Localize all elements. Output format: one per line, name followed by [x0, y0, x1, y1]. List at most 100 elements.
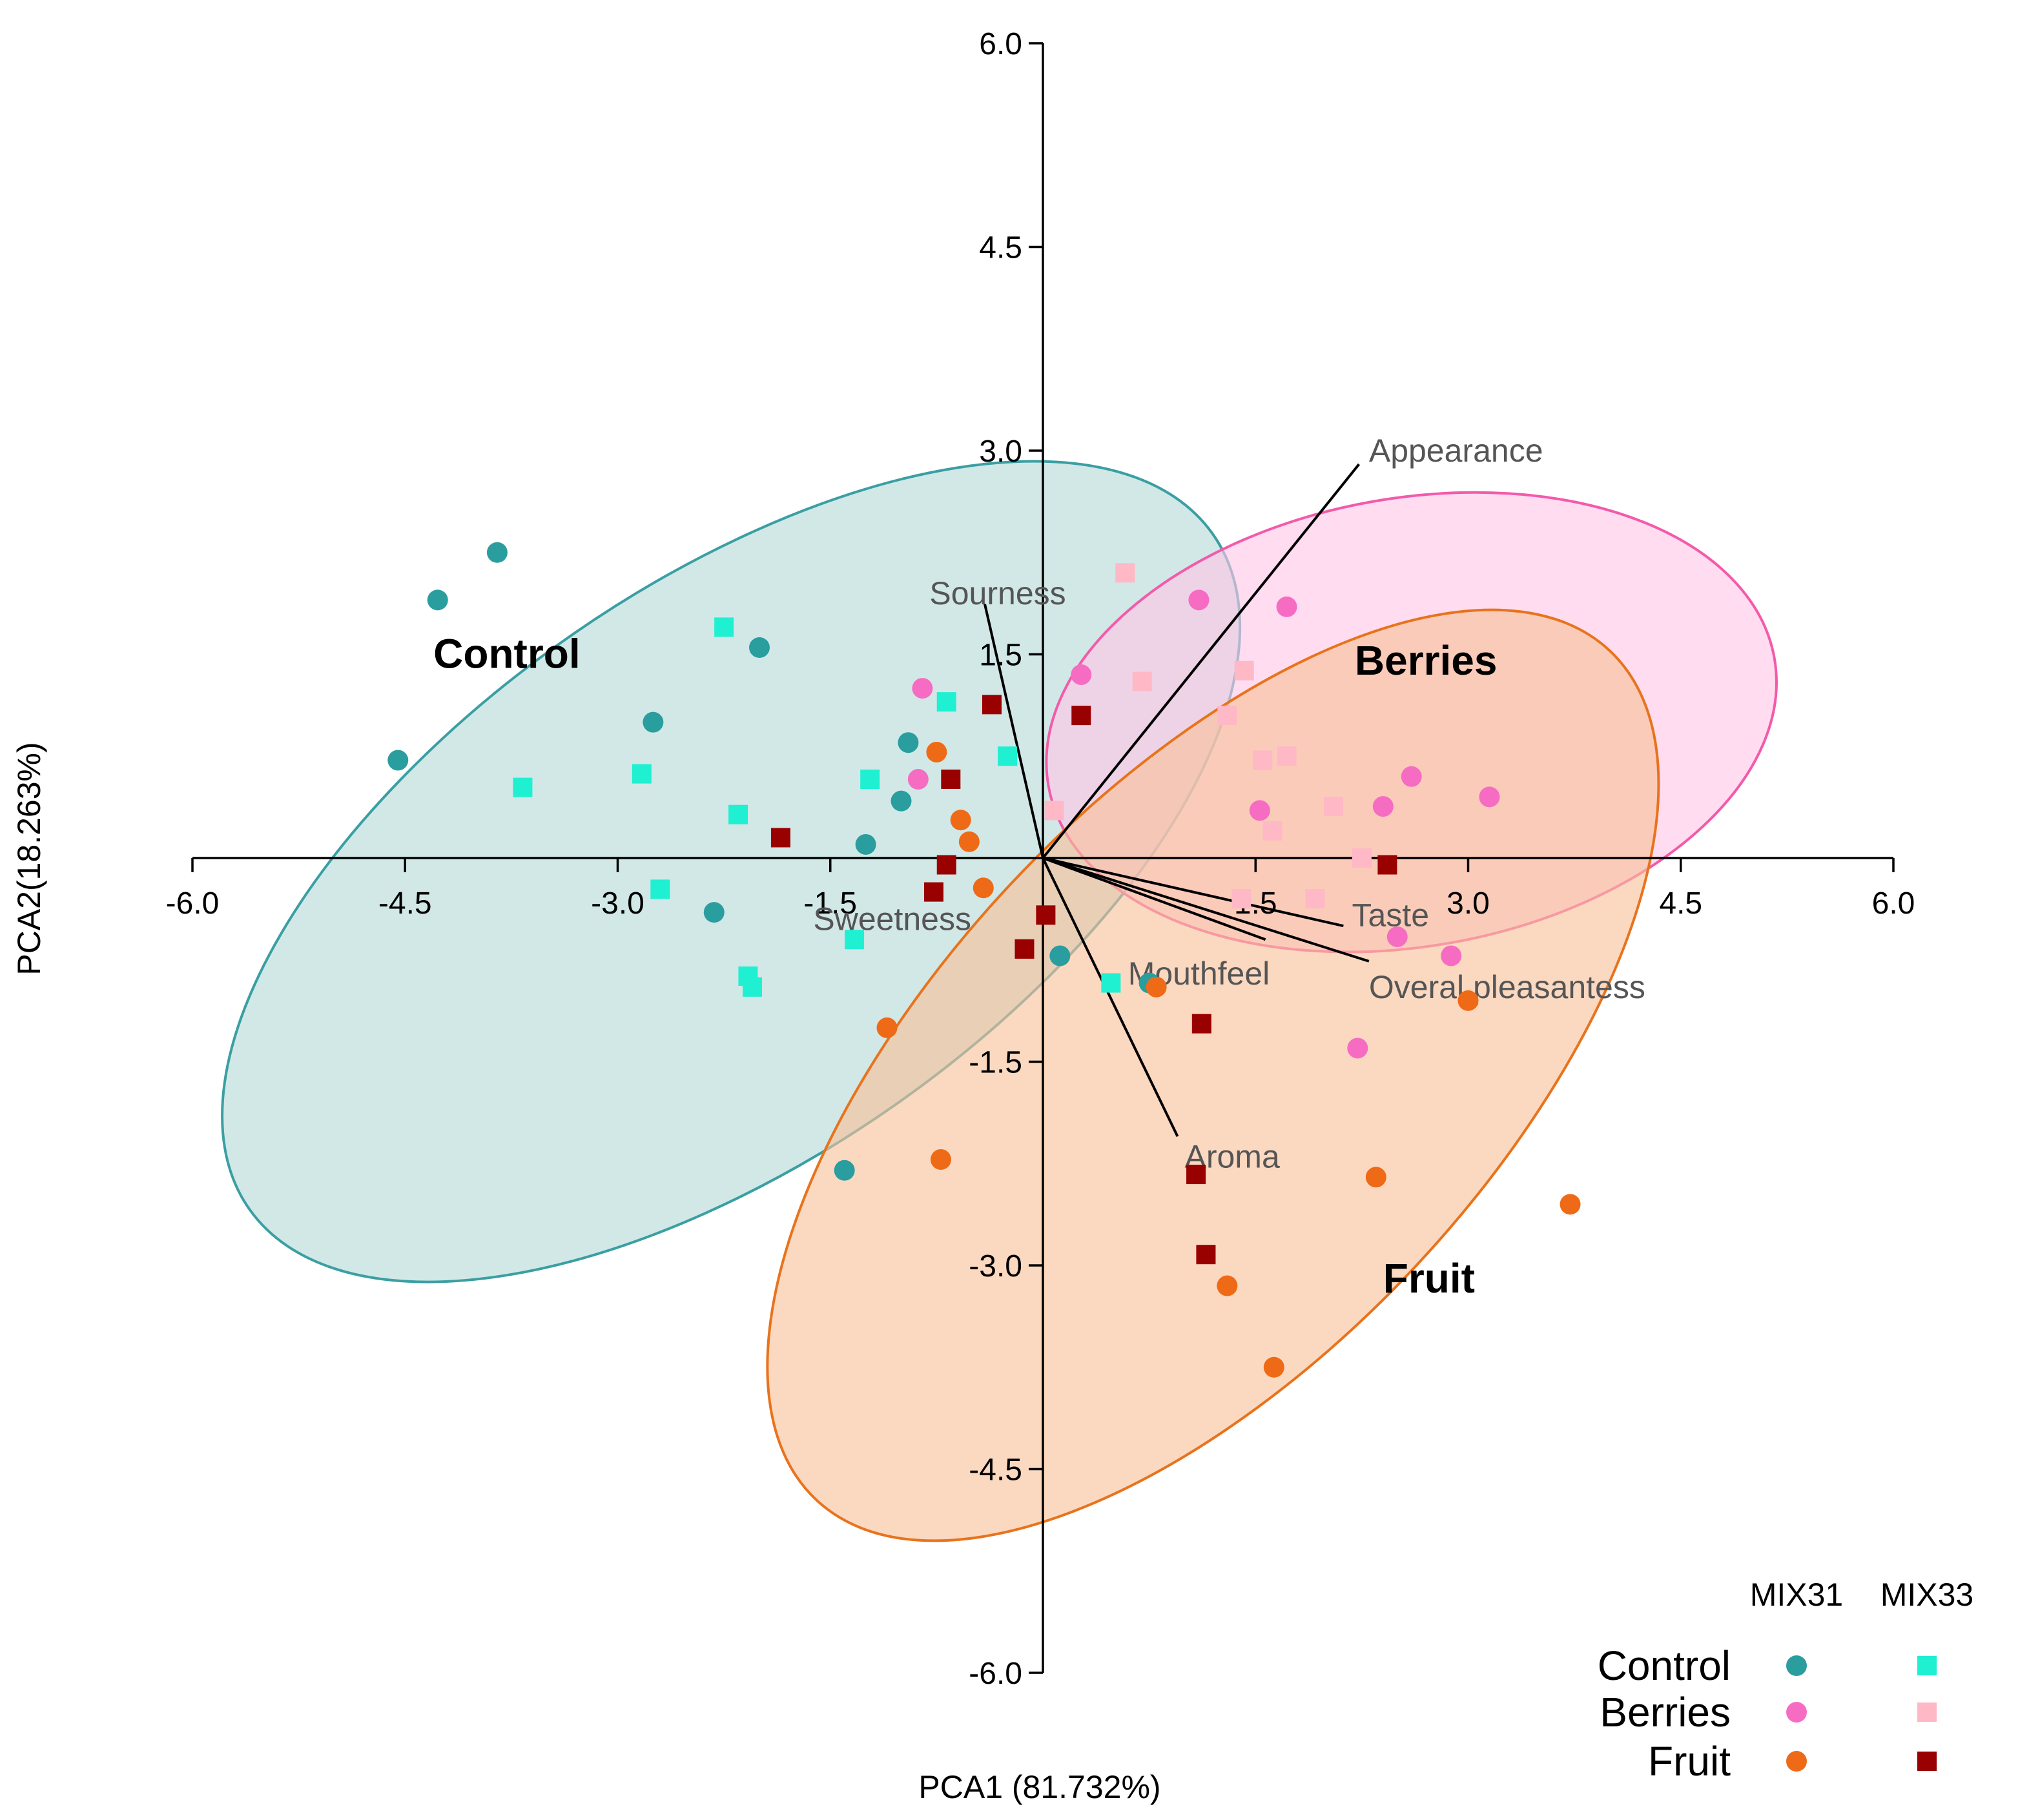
- ellipse-fruit: [766, 608, 1660, 1542]
- point-berries-mix33: [1305, 889, 1325, 909]
- point-control-mix31: [387, 750, 409, 771]
- point-control-mix31: [834, 1160, 855, 1181]
- point-berries-mix33: [1262, 821, 1282, 841]
- point-fruit-mix31: [973, 877, 994, 899]
- x-tick-label: -1.5: [803, 886, 857, 921]
- legend-marker-fruit-mix33: [1917, 1752, 1937, 1771]
- point-control-mix31: [898, 732, 919, 753]
- y-tick-label: -6.0: [969, 1657, 1022, 1691]
- y-tick-label: 3.0: [979, 435, 1022, 469]
- y-tick-label: -3.0: [969, 1249, 1022, 1283]
- point-control-mix33: [632, 764, 652, 784]
- legend-marker-fruit-mix31: [1786, 1751, 1807, 1772]
- loading-label-sweetness: Sweetness: [813, 901, 971, 937]
- point-control-mix33: [728, 804, 748, 824]
- legend-marker-control-mix31: [1786, 1655, 1807, 1676]
- point-berries-mix31: [1188, 589, 1210, 611]
- point-control-mix31: [1049, 945, 1071, 966]
- data-points: [387, 542, 1581, 1378]
- y-tick-label: -4.5: [969, 1453, 1022, 1488]
- point-control-mix33: [1101, 973, 1121, 993]
- point-control-mix33: [998, 746, 1018, 766]
- loading-vectors: Appearance Sourness Sweetness Taste Overal p…: [813, 433, 1645, 1175]
- point-berries-mix33: [1115, 563, 1135, 583]
- loading-vector-mouthfeel: [1042, 857, 1266, 941]
- point-control-mix33: [650, 879, 670, 899]
- point-fruit-mix33: [982, 695, 1002, 715]
- point-berries-mix33: [1352, 848, 1372, 868]
- legend-marker-control-mix33: [1917, 1656, 1937, 1675]
- point-control-mix31: [891, 790, 912, 812]
- loading-vector-appearance: [1042, 463, 1361, 859]
- point-berries-mix31: [1479, 786, 1500, 808]
- point-berries-mix31: [1347, 1038, 1368, 1059]
- point-control-mix33: [860, 770, 880, 790]
- group-labels: Control Berries Fruit: [433, 631, 1497, 1302]
- loading-vector-sourness: [984, 604, 1044, 859]
- point-fruit-mix31: [876, 1017, 898, 1038]
- point-fruit-mix31: [926, 741, 947, 762]
- point-berries-mix31: [1071, 664, 1092, 686]
- point-berries-mix31: [912, 678, 933, 699]
- point-berries-mix33: [1044, 801, 1064, 821]
- point-fruit-mix33: [770, 828, 790, 848]
- point-fruit-mix33: [1186, 1165, 1206, 1185]
- legend-label-control: Control: [1598, 1642, 1731, 1689]
- point-berries-mix31: [1401, 766, 1422, 787]
- point-control-mix31: [427, 589, 448, 611]
- point-fruit-mix31: [1217, 1275, 1238, 1296]
- group-label-berries: Berries: [1355, 637, 1498, 684]
- point-fruit-mix31: [958, 831, 980, 852]
- legend-header-mix31: MIX31: [1750, 1577, 1844, 1613]
- point-fruit-mix31: [1146, 976, 1167, 997]
- loading-label-sourness: Sourness: [929, 575, 1066, 611]
- loading-label-appearance: Appearance: [1369, 433, 1543, 469]
- point-fruit-mix33: [923, 882, 943, 902]
- point-fruit-mix31: [1560, 1194, 1581, 1215]
- point-control-mix31: [749, 637, 770, 658]
- loading-vector-aroma: [1042, 857, 1179, 1138]
- x-tick-label: -6.0: [166, 886, 220, 921]
- point-berries-mix31: [1276, 596, 1297, 617]
- x-tick-label: 3.0: [1447, 886, 1490, 921]
- group-label-fruit: Fruit: [1383, 1255, 1475, 1302]
- point-berries-mix33: [1234, 660, 1254, 680]
- x-tick-label: -4.5: [378, 886, 432, 921]
- x-axis-title: PCA1 (81.732%): [918, 1769, 1160, 1805]
- y-tick-label: 6.0: [979, 27, 1022, 61]
- point-control-mix31: [643, 711, 664, 733]
- confidence-ellipses: [221, 460, 1778, 1542]
- y-tick-label: -1.5: [969, 1046, 1022, 1080]
- point-fruit-mix31: [1365, 1167, 1386, 1188]
- point-control-mix31: [703, 902, 725, 923]
- x-tick-label: -3.0: [591, 886, 644, 921]
- legend-marker-berries-mix33: [1917, 1702, 1937, 1722]
- point-control-mix31: [486, 542, 508, 563]
- point-berries-mix33: [1132, 671, 1152, 691]
- point-fruit-mix31: [930, 1149, 951, 1170]
- point-fruit-mix33: [936, 855, 956, 875]
- point-berries-mix33: [1217, 706, 1237, 726]
- point-fruit-mix31: [1263, 1356, 1284, 1378]
- point-berries-mix31: [907, 769, 929, 790]
- point-berries-mix31: [1386, 926, 1408, 947]
- point-fruit-mix33: [1015, 939, 1035, 959]
- loading-vector-overal-pleasantess: [1042, 857, 1370, 963]
- point-fruit-mix31: [950, 810, 971, 831]
- point-control-mix33: [743, 977, 763, 997]
- point-berries-mix31: [1372, 796, 1394, 817]
- point-berries-mix33: [1231, 889, 1251, 909]
- point-control-mix33: [513, 777, 533, 797]
- legend-header-mix33: MIX33: [1880, 1577, 1974, 1613]
- point-control-mix31: [855, 833, 876, 855]
- point-berries-mix33: [1253, 750, 1273, 770]
- point-fruit-mix33: [941, 770, 961, 790]
- point-fruit-mix31: [1457, 990, 1479, 1011]
- point-fruit-mix33: [1071, 706, 1091, 726]
- loading-label-overal-pleasantess: Overal pleasantess: [1369, 969, 1645, 1005]
- point-fruit-mix33: [1377, 855, 1397, 875]
- axes: -6.0 -4.5 -3.0 -1.5 1.5 3.0 4.5 6.06.04.53.01.5…: [166, 27, 1915, 1691]
- point-fruit-mix33: [1196, 1245, 1216, 1265]
